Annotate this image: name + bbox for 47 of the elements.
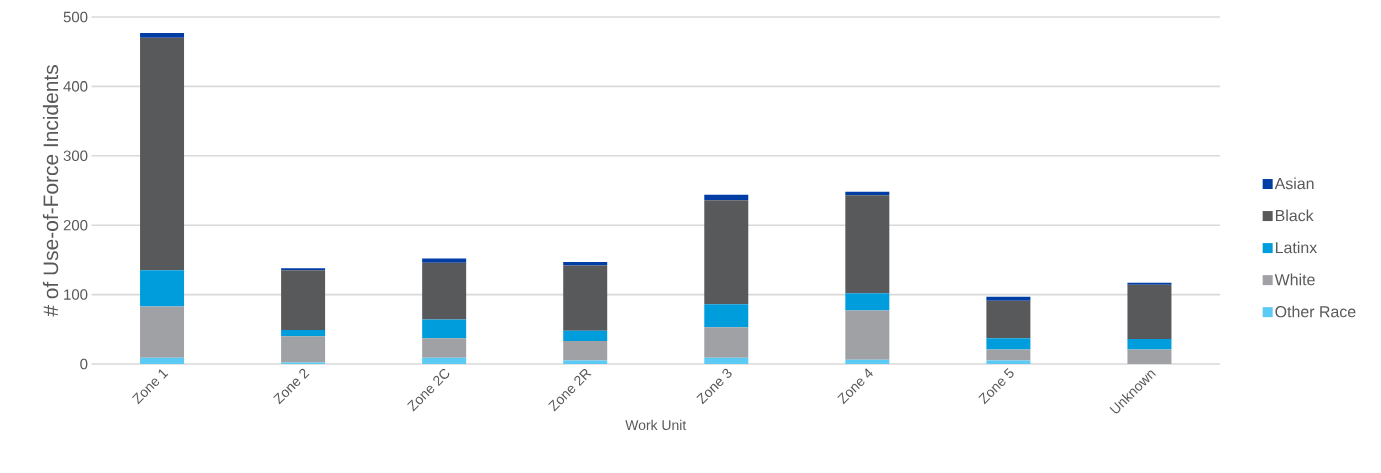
legend-label: White	[1274, 273, 1315, 286]
bar	[140, 306, 185, 358]
bar	[140, 357, 185, 364]
bar	[422, 357, 467, 364]
bar	[1127, 339, 1172, 350]
y-tick-label: 0	[80, 358, 88, 370]
bar	[845, 359, 890, 364]
y-tick-label: 100	[64, 289, 88, 300]
y-tick-label: 400	[63, 81, 88, 92]
bar	[422, 319, 467, 339]
bar	[704, 200, 749, 305]
legend-label: Black	[1275, 209, 1314, 222]
bar	[422, 258, 467, 263]
legend-label: Other Race	[1275, 305, 1356, 318]
bar	[845, 195, 890, 294]
bar	[986, 296, 1031, 301]
bar	[281, 329, 326, 337]
bar	[845, 310, 890, 360]
bar	[422, 338, 467, 358]
legend-label: Latinx	[1275, 241, 1318, 254]
y-tick-label: 500	[63, 11, 88, 23]
y-tick-label: 300	[63, 150, 88, 162]
bar	[845, 293, 890, 311]
bar	[1127, 349, 1172, 364]
x-axis-title: Work Unit	[625, 419, 687, 431]
bar	[986, 300, 1031, 339]
bar	[1127, 282, 1172, 285]
bar	[422, 262, 467, 320]
bar	[704, 304, 749, 328]
bar	[140, 37, 185, 271]
bar	[1127, 284, 1172, 339]
y-tick-label: 200	[63, 219, 88, 231]
legend-label: Asian	[1274, 177, 1314, 190]
bar	[140, 32, 185, 38]
y-axis-title: # of Use-of-Force Incidents	[42, 65, 59, 317]
bar	[281, 268, 326, 271]
bar	[704, 327, 749, 358]
bar	[140, 270, 185, 307]
bar	[563, 341, 608, 361]
bar	[986, 349, 1031, 361]
bar	[986, 338, 1031, 350]
bar	[563, 265, 608, 331]
bar	[704, 194, 749, 201]
bar	[281, 270, 326, 330]
bar	[563, 330, 608, 342]
bar	[704, 357, 749, 364]
bar	[281, 336, 326, 363]
